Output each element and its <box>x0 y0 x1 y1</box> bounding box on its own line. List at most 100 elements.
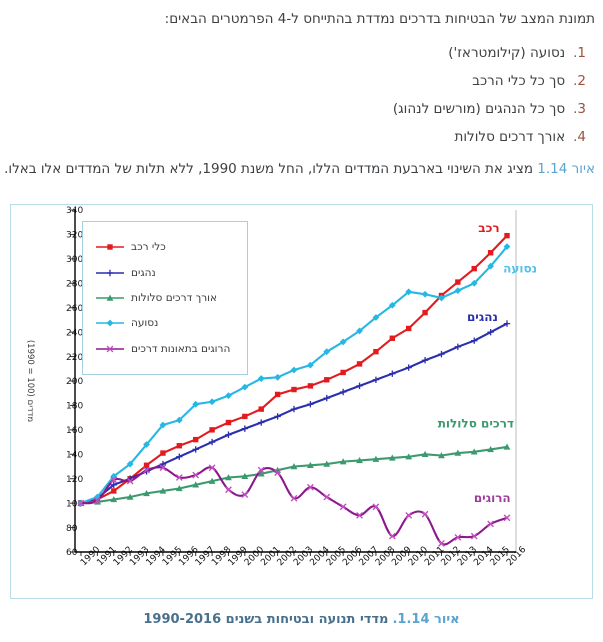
marker-diamond <box>290 366 298 374</box>
marker-xcross <box>126 477 134 485</box>
marker-square <box>504 232 510 239</box>
marker-triangle <box>241 472 249 479</box>
marker-triangle <box>487 446 495 453</box>
marker-xcross <box>208 464 216 472</box>
y-axis-title: מדדים (100 = 1990) <box>25 340 35 422</box>
marker-plus <box>176 453 183 460</box>
marker-square <box>274 391 281 398</box>
marker-plus <box>323 394 330 402</box>
marker-diamond <box>421 290 429 298</box>
marker-diamond <box>339 338 347 346</box>
list-item: 2. סך כל כלי הרכב <box>472 73 586 89</box>
marker-plus <box>454 343 462 350</box>
marker-plus <box>356 382 363 390</box>
marker-square <box>373 348 379 355</box>
marker-square <box>143 462 150 468</box>
list-item-text: נסועה (קילומטראז') <box>448 45 566 61</box>
marker-plus <box>372 376 380 383</box>
list-item-text: סך כל הנהגים (מורשים לנהוג) <box>392 101 566 117</box>
marker-diamond <box>405 288 413 296</box>
series-label-mileage: נסועה <box>503 261 537 275</box>
marker-diamond <box>323 348 331 356</box>
marker-xcross <box>306 483 314 491</box>
marker-square <box>471 265 477 272</box>
list-item-text: סך כל כלי הרכב <box>472 73 566 89</box>
marker-xcross <box>487 520 495 528</box>
marker-plus <box>339 388 347 396</box>
marker-diamond <box>454 287 462 295</box>
marker-triangle <box>110 496 118 503</box>
marker-square <box>160 450 166 456</box>
legend-label: כלי רכב <box>131 241 166 254</box>
chart-container: 6080100120140160180200220240260280300320… <box>10 204 593 599</box>
marker-square <box>258 406 264 412</box>
marker-square <box>111 488 117 494</box>
marker-square <box>192 436 199 443</box>
marker-xcross <box>175 474 183 481</box>
figure-link[interactable]: איור 1.14 <box>537 161 595 177</box>
legend-label: נהגים <box>131 266 156 279</box>
list-item: 1. נסועה (קילומטראז') <box>448 45 586 61</box>
marker-xcross <box>225 486 232 494</box>
marker-triangle <box>339 458 347 465</box>
marker-xcross <box>421 510 429 518</box>
marker-xcross <box>438 540 445 547</box>
marker-triangle <box>106 294 114 301</box>
marker-plus <box>110 481 117 489</box>
legend-item-fatalities: הרוגים בתאונות דרכים <box>95 343 235 355</box>
legend-label: הרוגים בתאונות דרכים <box>131 342 231 355</box>
line-chart: 6080100120140160180200220240260280300320… <box>25 206 537 568</box>
marker-triangle <box>421 450 429 457</box>
marker-diamond <box>274 373 282 381</box>
marker-square <box>107 244 113 251</box>
marker-square <box>291 386 297 393</box>
marker-triangle <box>454 449 462 456</box>
list-number: 4. <box>573 129 586 145</box>
marker-square <box>176 443 183 449</box>
marker-xcross <box>192 471 200 479</box>
marker-diamond <box>208 398 216 406</box>
marker-diamond <box>503 243 511 251</box>
caption-text: מדדי תנועה ובטיחות בשנים 1990-2016 <box>143 612 389 627</box>
figure-ref-text: מציג את השינוי בארבעת המדדים הללו, החל מ… <box>4 161 538 177</box>
marker-xcross <box>77 499 85 507</box>
series-label-paved_roads: דרכים סלולות <box>438 416 514 430</box>
marker-xcross <box>93 497 101 505</box>
marker-xcross <box>159 464 167 472</box>
marker-triangle <box>438 452 445 459</box>
marker-plus <box>241 425 249 432</box>
marker-plus <box>192 446 199 453</box>
marker-plus <box>274 413 281 420</box>
marker-triangle <box>257 470 265 477</box>
marker-plus <box>225 431 232 438</box>
marker-diamond <box>106 319 114 327</box>
marker-square <box>307 383 314 389</box>
marker-square <box>455 279 461 285</box>
marker-xcross <box>241 491 249 498</box>
marker-xcross <box>110 476 118 484</box>
legend-label: נסועה <box>131 317 159 330</box>
marker-triangle <box>388 454 396 461</box>
marker-plus <box>487 328 494 336</box>
series-fatalities-markers <box>77 464 511 547</box>
marker-xcross <box>470 532 478 540</box>
marker-triangle <box>323 460 331 467</box>
marker-triangle <box>175 485 183 492</box>
marker-triangle <box>159 487 167 494</box>
marker-diamond <box>241 383 249 391</box>
series-label-fatalities: הרוגים <box>474 491 511 505</box>
marker-xcross <box>405 511 413 519</box>
series-label-drivers: נהגים <box>467 310 498 324</box>
marker-triangle <box>143 489 150 497</box>
legend-item-vehicles: כלי רכב <box>95 241 235 253</box>
chart-legend: כלי רכב נהגים אורך דרכים סלולות נסועה הרוגים… <box>82 221 248 375</box>
legend-item-mileage: נסועה <box>95 317 235 329</box>
marker-plus <box>405 364 412 371</box>
legend-sample <box>96 319 124 327</box>
x-tick-label: 2016 <box>505 545 528 568</box>
marker-xcross <box>454 533 462 541</box>
figure-caption: איור 1.14.מדדי תנועה ובטיחות בשנים 1990-… <box>0 612 603 627</box>
marker-square <box>422 309 428 316</box>
marker-plus <box>421 357 429 364</box>
marker-diamond <box>126 460 134 468</box>
